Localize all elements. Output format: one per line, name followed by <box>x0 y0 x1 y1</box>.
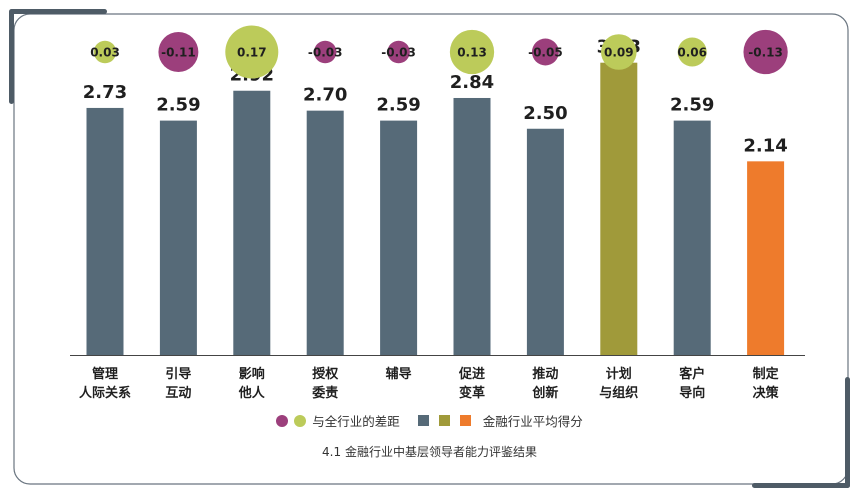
gap-value-label-7: -0.05 <box>528 46 563 60</box>
legend-label-average: 金融行业平均得分 <box>482 414 583 429</box>
chart-caption: 4.1 金融行业中基层领导者能力评鉴结果 <box>322 445 537 459</box>
bar-4 <box>306 110 344 356</box>
category-label-5-line-1: 辅导 <box>386 366 412 382</box>
category-label-1-line-2: 人际关系 <box>79 385 131 401</box>
bar-7 <box>526 128 564 355</box>
frame-accent-top-left-vertical <box>9 9 14 104</box>
category-label-2-line-1: 引导 <box>165 367 191 382</box>
bar-9 <box>673 120 711 355</box>
legend-swatch-bar-highlight <box>438 415 450 426</box>
category-label-7-line-1: 推动 <box>532 366 558 382</box>
category-label-7-line-2: 创新 <box>531 385 558 401</box>
gap-bubble-2 <box>158 32 199 72</box>
gap-bubble-3 <box>225 25 279 79</box>
legend-label-gap: 与全行业的差距 <box>312 414 400 429</box>
bar-6 <box>453 97 491 355</box>
category-label-6-line-1: 促进 <box>458 366 485 382</box>
bar-1 <box>86 107 124 355</box>
legend-swatch-bar-low <box>459 415 471 426</box>
bar-value-label-1: 2.73 <box>83 82 127 103</box>
frame-accent-bottom-right-horizontal <box>752 483 850 488</box>
bar-3 <box>233 90 271 356</box>
gap-value-label-9: 0.06 <box>677 46 707 60</box>
gap-bubble-6 <box>449 29 495 75</box>
gap-value-label-5: -0.03 <box>381 46 416 60</box>
category-label-4-line-2: 委责 <box>311 385 338 401</box>
chart-legend: 与全行业的差距 金融行业平均得分 <box>0 411 859 430</box>
gap-value-label-4: -0.03 <box>308 46 343 60</box>
gap-value-label-1: 0.03 <box>90 46 120 60</box>
frame-accent-bottom-right-vertical <box>845 377 850 488</box>
bar-value-label-7: 2.50 <box>523 103 567 124</box>
legend-swatch-positive-gap <box>294 414 307 427</box>
bar-8 <box>600 62 638 356</box>
bar-value-label-5: 2.59 <box>376 95 420 116</box>
bar-5 <box>380 120 418 355</box>
legend-swatch-bar-default <box>417 415 429 426</box>
gap-bubble-8 <box>601 34 637 70</box>
gap-value-label-2: -0.11 <box>161 46 196 60</box>
bar-value-label-2: 2.59 <box>156 95 200 116</box>
gap-bubble-7 <box>531 38 559 66</box>
gap-bubble-4 <box>313 40 337 64</box>
category-label-8-line-1: 计划 <box>606 366 632 382</box>
bar-value-label-6: 2.84 <box>450 72 494 93</box>
category-label-3-line-2: 他人 <box>238 385 266 401</box>
category-label-3-line-1: 影响 <box>239 366 265 382</box>
bar-value-label-9: 2.59 <box>670 95 714 116</box>
bar-2 <box>159 120 197 355</box>
legend-swatch-negative-gap <box>276 414 289 427</box>
gap-value-label-8: 0.09 <box>604 46 634 60</box>
category-label-10-line-1: 制定 <box>753 366 779 382</box>
category-label-2-line-2: 互动 <box>165 386 191 401</box>
category-label-8-line-2: 与组织 <box>599 385 638 401</box>
gap-value-label-6: 0.13 <box>457 46 487 60</box>
gap-bubble-5 <box>387 40 410 64</box>
gap-bubble-10 <box>743 29 788 75</box>
gap-bubble-1 <box>93 40 117 64</box>
category-label-10-line-2: 决策 <box>753 385 780 401</box>
bar-value-label-10: 2.14 <box>743 135 787 156</box>
bar-value-label-4: 2.70 <box>303 85 347 106</box>
category-label-1-line-1: 管理 <box>92 366 118 382</box>
bar-10 <box>747 161 785 355</box>
category-label-4-line-1: 授权 <box>312 366 339 382</box>
category-label-9-line-1: 客户 <box>679 366 705 382</box>
gap-bubble-9 <box>677 37 707 67</box>
category-label-9-line-2: 导向 <box>679 385 705 401</box>
gap-value-label-3: 0.17 <box>237 46 267 60</box>
frame-accent-top-left-horizontal <box>10 9 107 14</box>
category-label-6-line-2: 变革 <box>459 385 485 401</box>
gap-value-label-10: -0.13 <box>748 46 783 60</box>
